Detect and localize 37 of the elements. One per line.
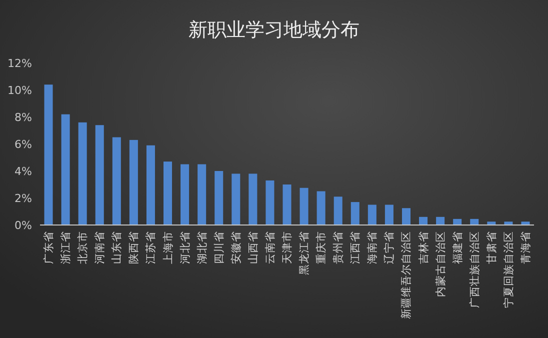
y-tick-label: 8% bbox=[14, 110, 32, 124]
x-tick-label: 湖北省 bbox=[195, 231, 208, 264]
y-tick-label: 10% bbox=[8, 84, 32, 97]
x-tick-label: 广西壮族自治区 bbox=[468, 231, 481, 308]
x-tick-label: 云南省 bbox=[263, 231, 276, 264]
x-tick-label: 福建省 bbox=[450, 231, 464, 264]
y-tick-label: 6% bbox=[14, 138, 32, 151]
y-tick-label: 0% bbox=[14, 218, 32, 232]
x-tick-label: 辽宁省 bbox=[382, 231, 396, 264]
x-tick-label: 广东省 bbox=[42, 231, 56, 264]
x-tick-label: 内蒙古自治区 bbox=[434, 231, 447, 297]
x-tick-label: 重庆市 bbox=[314, 231, 328, 264]
x-tick-label: 山西省 bbox=[246, 231, 260, 264]
y-tick-label: 2% bbox=[14, 192, 32, 205]
x-tick-label: 山东省 bbox=[110, 231, 124, 264]
x-tick-label: 吉林省 bbox=[416, 231, 430, 264]
x-tick-label: 新疆维吾尔自治区 bbox=[400, 231, 413, 319]
y-tick-label: 12% bbox=[8, 56, 32, 70]
x-tick-label: 安徽省 bbox=[229, 231, 242, 264]
x-tick-label: 海南省 bbox=[366, 231, 379, 264]
x-tick-label: 青海省 bbox=[518, 231, 532, 264]
x-tick-label: 江西省 bbox=[348, 231, 362, 264]
x-tick-label: 北京市 bbox=[76, 231, 90, 264]
chart-title: 新职业学习地域分布 bbox=[188, 19, 360, 41]
x-tick-label: 河北省 bbox=[178, 231, 192, 264]
x-tick-label: 宁夏回族自治区 bbox=[502, 231, 515, 308]
x-tick-label: 四川省 bbox=[212, 231, 226, 264]
x-tick-label: 江苏省 bbox=[144, 231, 158, 264]
x-tick-label: 甘肃省 bbox=[484, 231, 498, 264]
x-tick-label: 浙江省 bbox=[59, 231, 72, 264]
x-tick-label: 陕西省 bbox=[127, 231, 140, 264]
x-tick-label: 上海市 bbox=[161, 231, 174, 264]
x-tick-label: 天津市 bbox=[280, 231, 294, 264]
y-tick-label: 4% bbox=[14, 164, 32, 178]
x-tick-label: 河南省 bbox=[93, 231, 106, 264]
x-tick-label: 黑龙江省 bbox=[298, 231, 311, 275]
x-tick-label: 贵州省 bbox=[332, 231, 345, 264]
